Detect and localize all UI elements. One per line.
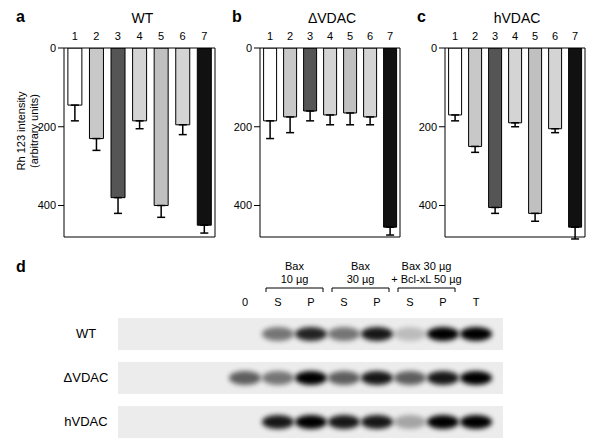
svg-text:400: 400 <box>38 199 56 211</box>
svg-text:4: 4 <box>327 30 333 42</box>
svg-text:P: P <box>373 296 380 308</box>
svg-text:WT: WT <box>76 326 96 341</box>
html-text:ΔVDAC: ΔVDAC <box>307 10 357 26</box>
svg-text:0: 0 <box>242 296 248 308</box>
svg-text:0: 0 <box>431 42 437 54</box>
html-text:hVDAC: hVDAC <box>493 10 541 26</box>
svg-text:S: S <box>340 296 347 308</box>
svg-text:200: 200 <box>419 121 437 133</box>
html-text:b: b <box>232 8 242 25</box>
svg-text:S: S <box>406 296 413 308</box>
svg-text:Bax: Bax <box>351 260 370 272</box>
html-text:(arbitrary units): (arbitrary units) <box>28 94 40 168</box>
svg-text:3: 3 <box>307 30 313 42</box>
svg-text:400: 400 <box>234 199 252 211</box>
svg-text:10 µg: 10 µg <box>281 273 309 285</box>
svg-text:3: 3 <box>115 30 121 42</box>
svg-text:1: 1 <box>452 30 458 42</box>
html-text:c: c <box>417 8 426 25</box>
svg-text:5: 5 <box>347 30 353 42</box>
svg-text:400: 400 <box>419 199 437 211</box>
svg-text:3: 3 <box>492 30 498 42</box>
svg-text:2: 2 <box>287 30 293 42</box>
svg-text:Bax 30 µg: Bax 30 µg <box>402 260 452 272</box>
svg-text:Bax: Bax <box>285 260 304 272</box>
svg-text:T: T <box>473 296 480 308</box>
svg-text:P: P <box>439 296 446 308</box>
html-text:a: a <box>16 8 25 25</box>
svg-text:200: 200 <box>234 121 252 133</box>
svg-text:5: 5 <box>158 30 164 42</box>
svg-text:0: 0 <box>50 42 56 54</box>
svg-text:6: 6 <box>552 30 558 42</box>
svg-text:7: 7 <box>572 30 578 42</box>
svg-text:hVDAC: hVDAC <box>64 414 107 429</box>
svg-text:0: 0 <box>246 42 252 54</box>
svg-text:4: 4 <box>136 30 142 42</box>
svg-text:7: 7 <box>387 30 393 42</box>
svg-text:1: 1 <box>267 30 273 42</box>
svg-text:4: 4 <box>512 30 518 42</box>
svg-text:200: 200 <box>38 121 56 133</box>
svg-text:S: S <box>274 296 281 308</box>
svg-text:6: 6 <box>180 30 186 42</box>
svg-text:+ Bcl-xL 50 µg: + Bcl-xL 50 µg <box>391 273 461 285</box>
svg-text:1: 1 <box>72 30 78 42</box>
svg-text:d: d <box>16 258 26 275</box>
svg-text:2: 2 <box>93 30 99 42</box>
html-text:Rh 123 intensity: Rh 123 intensity <box>15 91 27 171</box>
html-text:WT: WT <box>131 10 154 26</box>
svg-text:5: 5 <box>532 30 538 42</box>
svg-text:6: 6 <box>367 30 373 42</box>
svg-text:P: P <box>307 296 314 308</box>
svg-text:7: 7 <box>201 30 207 42</box>
svg-text:30 µg: 30 µg <box>347 273 375 285</box>
svg-text:2: 2 <box>472 30 478 42</box>
svg-text:ΔVDAC: ΔVDAC <box>64 370 109 385</box>
